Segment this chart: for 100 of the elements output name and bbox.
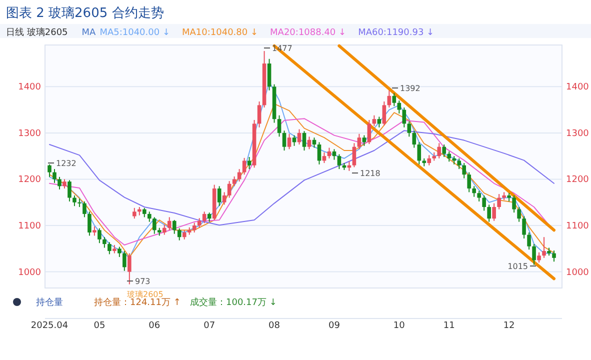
legend-title: MA [82, 28, 97, 38]
candlestick [367, 119, 372, 145]
candlestick [217, 186, 222, 207]
candlestick [392, 92, 396, 107]
y2-tick-label: 1400 [566, 82, 590, 93]
candlestick [357, 133, 362, 150]
candlestick [287, 133, 292, 150]
x-tick-label: 09 [328, 321, 340, 331]
text: MA60:1190.93 ↓ [358, 28, 434, 38]
y2-tick-label: 1100 [566, 222, 590, 232]
text: 玻璃2605 [127, 290, 164, 299]
candlestick [377, 116, 382, 128]
candlestick [312, 137, 316, 148]
candlestick [167, 216, 172, 231]
x-tick-label: 11 [443, 321, 455, 331]
x-tick-label: 2025.04 [30, 321, 68, 331]
candlestick [327, 147, 332, 159]
candlestick [98, 228, 102, 244]
candlestick [497, 194, 501, 210]
y-tick-label: 1200 [18, 175, 42, 186]
candlestick [62, 178, 66, 189]
candlestick [332, 148, 336, 160]
candlestick [397, 100, 402, 114]
candlestick [118, 246, 122, 258]
candlestick [68, 180, 72, 202]
candlestick [102, 236, 106, 248]
y-tick-label: 1100 [18, 222, 42, 232]
candlestick [192, 222, 196, 233]
candlestick [267, 58, 272, 91]
candlestick [227, 180, 232, 198]
text: 成交量：100.17万 ↓ [190, 297, 277, 308]
annotation: 1232 [56, 159, 76, 168]
candlestick [407, 120, 412, 138]
candlestick [447, 150, 452, 162]
text: MA20:1088.40 ↓ [270, 28, 346, 38]
candlestick [412, 130, 416, 148]
candlestick [162, 224, 166, 236]
candlestick [492, 202, 496, 222]
x-tick-label: 05 [94, 321, 106, 331]
candlestick [108, 242, 112, 255]
text: MA5:1040.00 ↓ [100, 28, 170, 38]
candlestick [442, 144, 446, 158]
candlestick [78, 198, 82, 208]
candlestick [427, 154, 432, 166]
annotation: 1392 [400, 84, 420, 93]
x-tick-label: 08 [268, 321, 280, 331]
candlestick [152, 216, 156, 234]
candlestick [362, 134, 366, 146]
candlestick [527, 232, 531, 250]
annotation: 1015 [508, 262, 528, 271]
candlestick [482, 194, 486, 212]
candlestick [517, 206, 521, 222]
candlestick [52, 168, 56, 184]
candlestick [182, 230, 186, 240]
candlestick [552, 250, 556, 262]
y2-tick-label: 1200 [566, 175, 590, 186]
candlestick [242, 157, 246, 176]
candlestick [467, 172, 471, 193]
candlestick [317, 142, 322, 165]
candlestick [232, 176, 236, 187]
candlestick [322, 152, 326, 164]
candlestick [417, 142, 422, 165]
candlestick [247, 156, 252, 170]
candlestick [222, 192, 226, 206]
candlestick [402, 106, 406, 128]
candlestick [472, 186, 476, 198]
y-tick-label: 1300 [18, 128, 42, 139]
y2-tick-label: 1300 [566, 128, 590, 139]
candlestick [437, 142, 442, 159]
candlestick [382, 100, 386, 126]
candlestick [88, 211, 92, 236]
candlestick [477, 190, 481, 202]
candlestick [197, 218, 202, 228]
candlestick [202, 211, 206, 224]
candlestick [282, 130, 286, 152]
candlestick [92, 226, 96, 236]
candlestick [257, 100, 262, 128]
line-series [49, 130, 554, 226]
candlestick [122, 250, 126, 272]
candlestick [462, 162, 466, 179]
candlestick [537, 252, 541, 264]
candlestick [372, 114, 376, 126]
candlestick [457, 158, 461, 170]
x-tick-label: 10 [393, 321, 406, 331]
candlestick [522, 216, 526, 239]
x-tick-label: 06 [148, 321, 160, 331]
candlestick [352, 142, 356, 168]
candlestick [307, 136, 312, 150]
candlestick [542, 236, 546, 258]
text: 持仓量：124.11万 ↑ [94, 297, 181, 308]
text: MA10:1040.80 ↓ [182, 28, 258, 38]
candlestick [142, 207, 146, 218]
y2-tick-label: 1000 [566, 268, 590, 278]
candlestick [207, 212, 212, 222]
candlestick [72, 194, 76, 207]
x-tick-label: 07 [204, 321, 216, 331]
candlestick [172, 219, 176, 234]
candlestick [148, 211, 152, 222]
y-tick-label: 1000 [18, 268, 42, 278]
x-tick-label: 12 [503, 321, 515, 331]
